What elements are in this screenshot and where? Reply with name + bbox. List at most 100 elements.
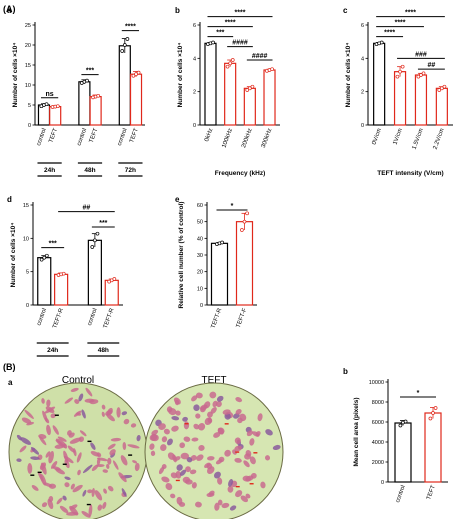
- stained-cell: [165, 483, 173, 491]
- stained-cell: [127, 444, 140, 449]
- stained-cell: [19, 445, 27, 453]
- data-point: [245, 88, 250, 92]
- data-point: [431, 411, 435, 415]
- y-tick-label: 6000: [372, 420, 384, 426]
- stained-cell: [193, 423, 200, 430]
- cell-cluster: [16, 387, 141, 518]
- data-point: [90, 245, 95, 249]
- stained-cell: [55, 439, 66, 449]
- x-tick-label: TEFT: [426, 484, 437, 500]
- x-tick-label: TEFT: [129, 127, 140, 143]
- cell-cluster: [149, 391, 281, 511]
- stained-cell: [195, 501, 202, 508]
- stained-cell: [121, 488, 127, 497]
- panel-label: e: [175, 195, 180, 204]
- data-point: [112, 277, 117, 281]
- stained-cell: [26, 421, 35, 426]
- stained-cell: [55, 468, 65, 475]
- data-point: [134, 72, 138, 77]
- y-tick-label: 20: [197, 270, 203, 276]
- stained-cell: [109, 449, 116, 456]
- stained-cell: [107, 407, 113, 416]
- stained-cell: [102, 469, 109, 473]
- stained-cell: [196, 454, 204, 461]
- data-point: [61, 271, 66, 276]
- stained-cell: [88, 504, 93, 517]
- data-point: [44, 253, 49, 258]
- stained-cell: [167, 452, 176, 460]
- y-axis-label: Mean cell area (pixels): [353, 397, 360, 466]
- stained-cell: [160, 444, 167, 452]
- y-tick-label: 60: [197, 203, 203, 209]
- x-tick-label: 300kHz: [261, 128, 274, 149]
- stained-cell: [87, 489, 93, 494]
- stained-cell: [176, 496, 183, 505]
- y-tick-label: 50: [197, 220, 203, 226]
- x-tick-label: TEFT: [48, 127, 59, 143]
- x-tick-label: 1V/cm: [392, 128, 403, 146]
- stained-cell: [64, 459, 70, 469]
- stained-cell: [78, 436, 85, 442]
- data-point: [55, 104, 60, 109]
- micrograph-teft: [144, 382, 284, 519]
- stained-cell: [207, 466, 215, 474]
- bar: [37, 104, 51, 126]
- stained-cell: [31, 485, 39, 491]
- stained-cell: [245, 493, 251, 499]
- data-point: [440, 86, 444, 91]
- x-tick-label: control: [117, 128, 129, 147]
- stained-cell: [209, 391, 217, 399]
- data-point: [416, 74, 421, 79]
- y-tick-label: 6: [361, 23, 364, 29]
- bar: [129, 73, 143, 126]
- stained-cell: [70, 483, 75, 490]
- stained-cell: [46, 399, 51, 407]
- data-point: [403, 419, 408, 424]
- micro-title-teft: TEFT: [202, 375, 227, 386]
- stained-cell: [175, 470, 182, 479]
- bar: [37, 257, 52, 306]
- x-tick-label: control: [36, 128, 48, 147]
- stained-cell: [82, 489, 87, 497]
- stained-cell: [158, 423, 166, 430]
- stained-cell: [63, 450, 69, 463]
- significance-label: ****: [405, 10, 416, 17]
- stained-cell: [121, 411, 128, 416]
- data-point: [250, 84, 255, 89]
- stained-cell: [38, 434, 47, 439]
- stained-cell: [101, 404, 106, 410]
- stained-cell: [67, 445, 76, 453]
- stained-cell: [106, 463, 110, 469]
- y-tick-label: 15: [23, 203, 29, 209]
- stained-cell: [204, 462, 211, 468]
- stained-cell: [73, 410, 82, 417]
- stained-cell: [48, 451, 54, 464]
- stained-cell: [167, 438, 173, 446]
- y-tick-label: 40: [197, 236, 203, 242]
- stained-cell: [203, 401, 211, 409]
- x-tick-label: 0kHz: [204, 128, 214, 143]
- stained-cell: [44, 406, 56, 414]
- stained-cell: [249, 438, 255, 446]
- stained-cell: [91, 487, 95, 498]
- stained-cell: [216, 395, 224, 402]
- stained-cell: [118, 472, 127, 483]
- stained-cell: [171, 425, 179, 432]
- panel-label: a: [7, 6, 12, 15]
- significance-label: ####: [252, 53, 268, 60]
- data-point: [428, 416, 433, 421]
- x-axis-label: Frequency (kHz): [215, 170, 266, 177]
- significance-label: ***: [49, 241, 57, 248]
- data-point: [419, 73, 423, 77]
- data-point: [96, 93, 101, 98]
- stained-cell: [176, 464, 183, 471]
- stained-cell: [221, 502, 230, 509]
- stained-cell: [213, 471, 221, 479]
- stained-cell: [191, 482, 197, 489]
- stained-cell: [264, 455, 271, 461]
- bar: [435, 87, 448, 126]
- stained-cell: [179, 442, 186, 449]
- group-label: 48h: [98, 347, 109, 354]
- stained-cell: [149, 443, 155, 450]
- y-tick-label: 25: [25, 23, 31, 29]
